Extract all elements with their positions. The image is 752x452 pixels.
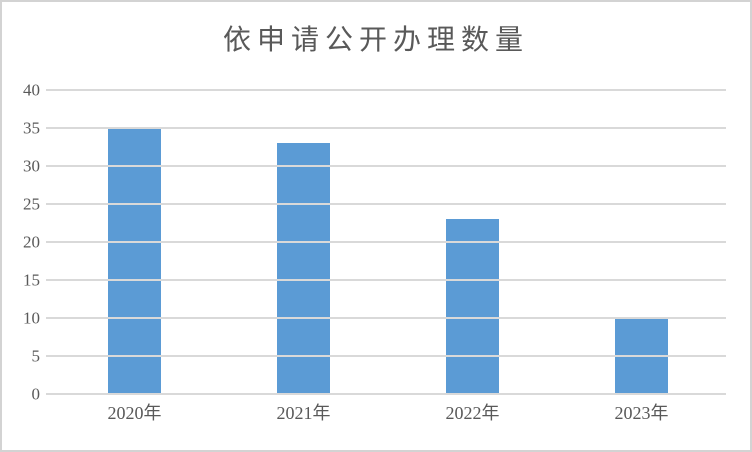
bar-slot [50,90,219,394]
x-axis-label: 2023年 [614,403,669,423]
bar-slot [388,90,557,394]
x-axis-label: 2022年 [445,403,500,423]
gridline [46,355,726,357]
y-axis-tick-label: 25 [23,194,40,214]
bar-slot [219,90,388,394]
gridline [46,165,726,167]
gridline [46,393,726,395]
gridline [46,203,726,205]
bar-2020年 [108,128,161,394]
x-axis-labels: 2020年 2021年 2022年 2023年 [50,404,726,422]
x-axis-label: 2020年 [107,403,162,423]
gridline [46,89,726,91]
y-axis-tick-label: 10 [23,308,40,328]
gridline [46,279,726,281]
y-axis-tick-label: 35 [23,118,40,138]
bar-2022年 [446,219,499,394]
y-axis-tick-label: 5 [31,346,41,366]
y-axis-tick-label: 0 [31,384,41,404]
gridline [46,127,726,129]
y-axis-tick-label: 20 [23,232,40,252]
gridline [46,241,726,243]
x-axis-label: 2021年 [276,403,331,423]
bar-2021年 [277,143,330,394]
plot-area: 2020年 2021年 2022年 2023年 0 5 10 15 20 25 30 35 40 [23,82,726,422]
gridline [46,317,726,319]
y-axis-tick-label: 30 [23,156,40,176]
chart-title: 依申请公开办理数量 [222,25,529,56]
y-axis-tick-label: 40 [23,80,40,100]
bars-row [50,90,726,394]
y-axis-tick-label: 15 [23,270,40,290]
